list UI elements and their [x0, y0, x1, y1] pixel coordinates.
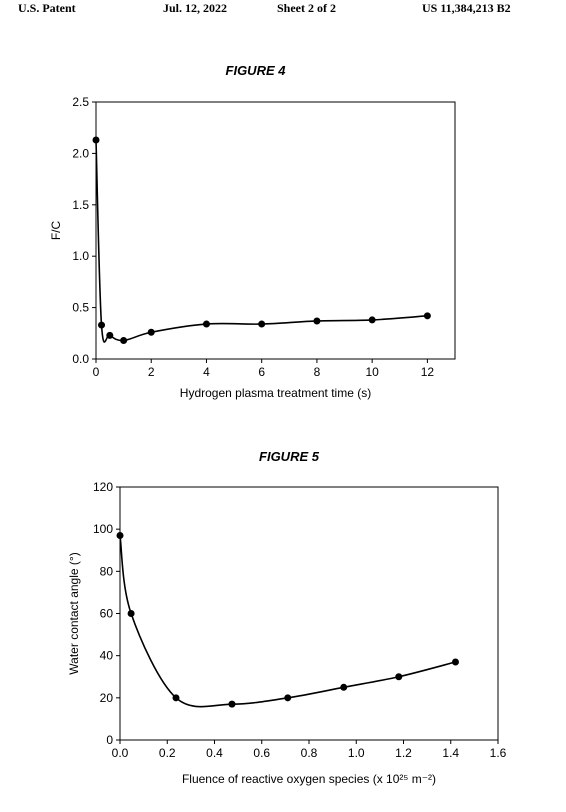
x-tick-label: 0.8 [301, 746, 318, 760]
x-tick-label: 2 [148, 365, 155, 379]
y-tick-label: 100 [93, 522, 113, 536]
y-tick-label: 2.5 [72, 95, 89, 109]
y-tick-label: 0.0 [72, 352, 89, 366]
x-tick-label: 8 [314, 365, 321, 379]
plot-frame [119, 486, 499, 741]
x-tick-label: 10 [365, 365, 379, 379]
chart-title: FIGURE 4 [226, 63, 287, 78]
data-point [451, 658, 459, 666]
x-axis-label: Fluence of reactive oxygen species (x 10… [182, 772, 436, 786]
header-sheet: Sheet 2 of 2 [277, 1, 336, 15]
y-tick-label: 1.5 [72, 198, 89, 212]
x-tick-label: 12 [421, 365, 435, 379]
data-point [313, 317, 321, 325]
chart-title: FIGURE 5 [259, 449, 320, 464]
data-point [258, 320, 266, 328]
x-tick-label: 0.4 [206, 746, 223, 760]
data-point [147, 328, 155, 336]
data-point [116, 531, 124, 539]
data-point [98, 321, 106, 329]
x-tick-label: 1.0 [348, 746, 365, 760]
y-tick-label: 60 [100, 607, 114, 621]
y-tick-label: 0 [106, 733, 113, 747]
y-tick-label: 20 [100, 691, 114, 705]
data-point [228, 700, 236, 708]
data-point [106, 331, 114, 339]
y-tick-label: 1.0 [72, 249, 89, 263]
data-line [95, 140, 428, 343]
header-left: U.S. Patent [18, 1, 76, 15]
header-number: US 11,384,213 B2 [422, 1, 511, 15]
data-point [202, 320, 210, 328]
data-point [340, 683, 348, 691]
x-tick-label: 1.6 [490, 746, 507, 760]
y-axis-label: F/C [49, 221, 63, 241]
data-point [120, 336, 128, 344]
y-tick-label: 120 [93, 480, 113, 494]
data-point [172, 694, 180, 702]
x-tick-label: 0.0 [112, 746, 129, 760]
y-axis-label: Water contact angle (°) [67, 552, 81, 674]
data-point [395, 673, 403, 681]
x-tick-label: 0.6 [253, 746, 270, 760]
header-date: Jul. 12, 2022 [163, 1, 227, 15]
x-axis-label: Hydrogen plasma treatment time (s) [180, 386, 371, 400]
data-point [423, 312, 431, 320]
x-tick-label: 0.2 [159, 746, 176, 760]
data-point [127, 610, 135, 617]
y-tick-label: 2.0 [72, 146, 89, 160]
data-point [368, 316, 376, 324]
x-tick-label: 4 [203, 365, 210, 379]
x-tick-label: 6 [258, 365, 265, 379]
x-tick-label: 1.4 [442, 746, 459, 760]
data-point [92, 136, 100, 144]
data-line [119, 535, 456, 708]
y-tick-label: 0.5 [72, 301, 89, 315]
y-tick-label: 40 [100, 649, 114, 663]
y-tick-label: 80 [100, 564, 114, 578]
plot-frame [95, 101, 456, 360]
data-point [284, 694, 292, 702]
x-tick-label: 0 [93, 365, 100, 379]
x-tick-label: 1.2 [395, 746, 412, 760]
